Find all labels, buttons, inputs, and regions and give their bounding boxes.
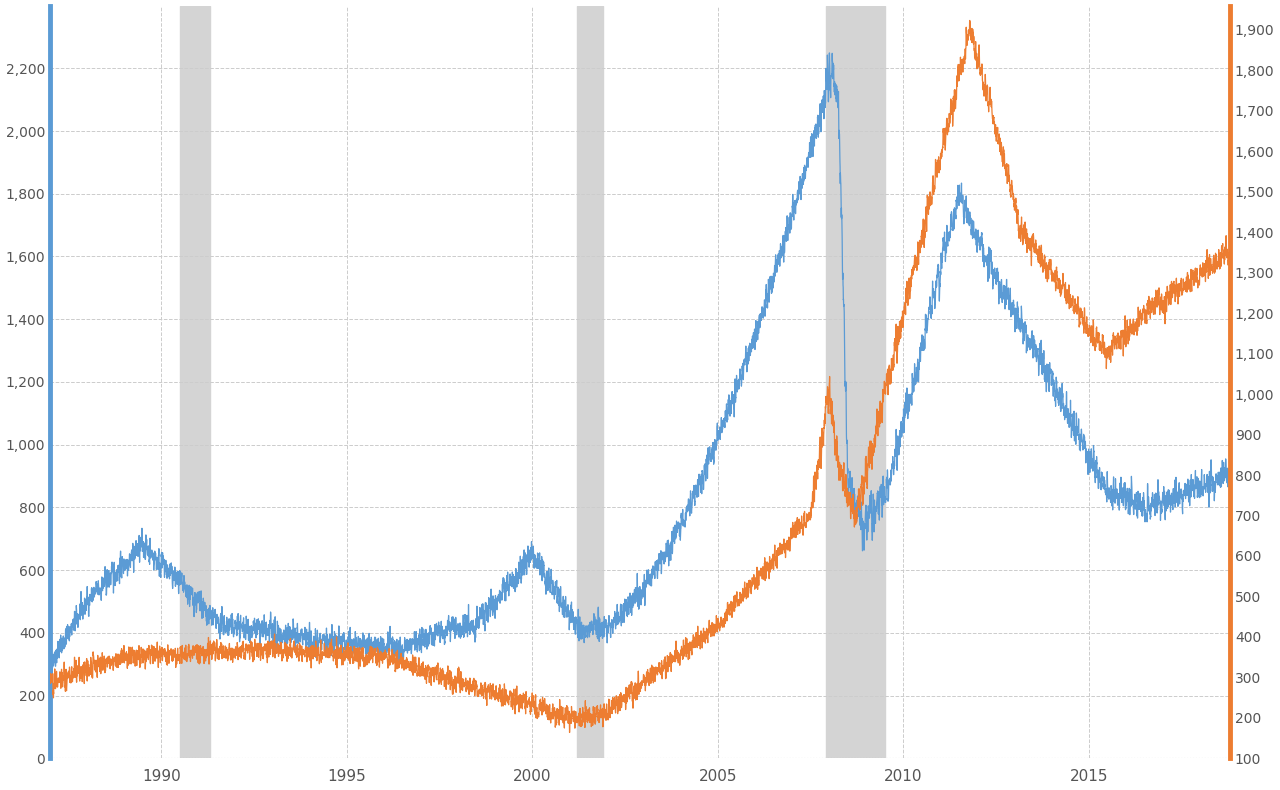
Bar (577, 6, 603, 758)
Bar (180, 6, 210, 758)
Bar (826, 6, 884, 758)
